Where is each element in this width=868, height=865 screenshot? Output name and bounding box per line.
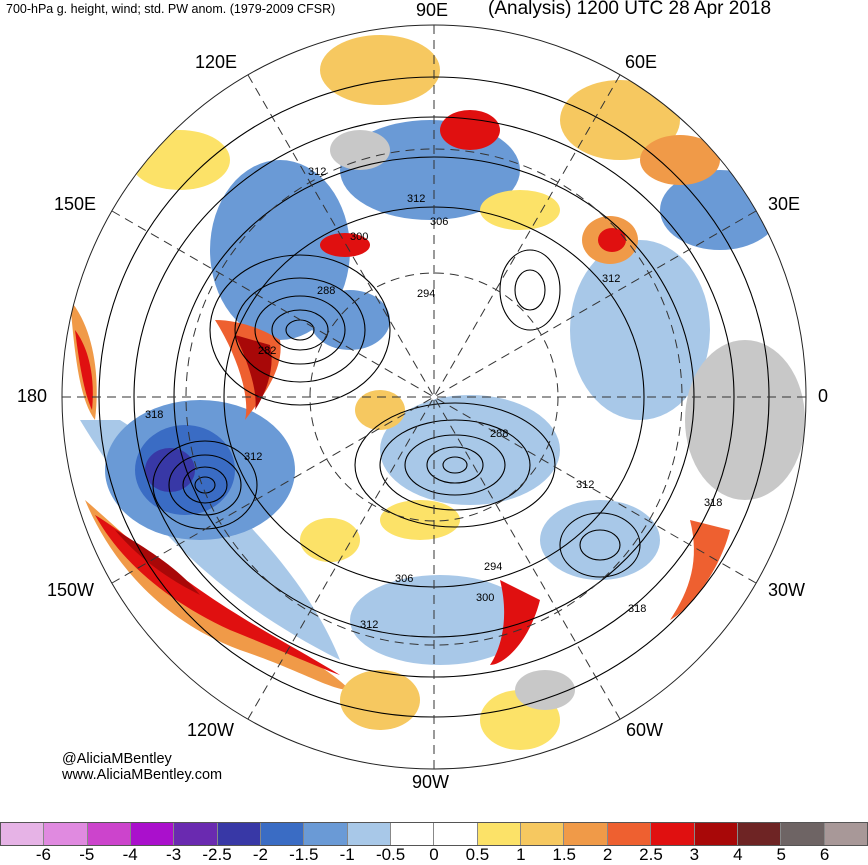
colorbar-tick-label: -2 bbox=[252, 845, 268, 864]
contour-label: 288 bbox=[490, 428, 508, 440]
colorbar-tick-label: 1 bbox=[516, 845, 526, 864]
colorbar-tick-label: 1.5 bbox=[552, 845, 577, 864]
lon-label-120e: 120E bbox=[195, 52, 238, 72]
colorbar-tick-label: -6 bbox=[35, 845, 51, 864]
colorbar-swatch bbox=[737, 823, 782, 845]
colorbar-swatch bbox=[87, 823, 132, 845]
lon-label-150e: 150E bbox=[54, 194, 97, 214]
contour-label: 288 bbox=[317, 285, 335, 297]
contour-label: 300 bbox=[476, 592, 494, 604]
colorbar-tick-label: 0.5 bbox=[465, 845, 490, 864]
colorbar-tick-label: -0.5 bbox=[375, 845, 406, 864]
colorbar-tick-label: 5 bbox=[776, 845, 786, 864]
contour-label: 312 bbox=[360, 619, 378, 631]
map-title: (Analysis) 1200 UTC 28 Apr 2018 bbox=[488, 0, 772, 19]
colorbar-swatch bbox=[131, 823, 175, 845]
colorbar-swatch bbox=[607, 823, 652, 845]
colorbar-swatch bbox=[434, 823, 478, 845]
lon-label-120w: 120W bbox=[187, 720, 235, 740]
contour-label: 318 bbox=[145, 409, 163, 421]
colorbar-swatch bbox=[824, 823, 867, 845]
colorbar-tick-label: -4 bbox=[122, 845, 138, 864]
colorbar-tick-label: -5 bbox=[79, 845, 95, 864]
graticule bbox=[61, 24, 807, 770]
contour-label: 306 bbox=[395, 573, 413, 585]
contour-label: 300 bbox=[350, 231, 368, 243]
colorbar-tick-label: 3 bbox=[689, 845, 700, 864]
credit-handle: @AliciaMBentley bbox=[62, 751, 172, 767]
lon-label-180: 180 bbox=[17, 386, 48, 406]
colorbar-swatch bbox=[304, 823, 348, 845]
map-subtitle: 700-hPa g. height, wind; std. PW anom. (… bbox=[6, 2, 336, 16]
colorbar-tick-label: 2 bbox=[602, 845, 613, 864]
colorbar-tick-label: 0 bbox=[429, 845, 439, 864]
contour-label: 306 bbox=[430, 216, 448, 228]
colorbar-swatch bbox=[781, 823, 825, 845]
contour-label: 312 bbox=[407, 193, 425, 205]
colorbar-tick-label: 6 bbox=[819, 845, 830, 864]
lon-label-60e: 60E bbox=[625, 52, 658, 72]
contour-label: 312 bbox=[308, 166, 326, 178]
pw-anomaly-field bbox=[70, 35, 805, 750]
contour-label: 282 bbox=[258, 345, 276, 357]
lon-label-90w: 90W bbox=[412, 772, 450, 792]
colorbar-swatch bbox=[391, 823, 435, 845]
colorbar-swatch bbox=[694, 823, 738, 845]
contour-label: 312 bbox=[602, 273, 620, 285]
colorbar-tick-label: -1.5 bbox=[289, 845, 319, 864]
colorbar-tick-label: -2.5 bbox=[202, 845, 232, 864]
colorbar-swatch bbox=[44, 823, 88, 845]
pw-anomaly-colorbar bbox=[0, 822, 868, 846]
colorbar-swatch bbox=[347, 823, 392, 845]
colorbar-swatch bbox=[477, 823, 522, 845]
colorbar-tick-label: -3 bbox=[166, 845, 182, 864]
contour-label: 294 bbox=[484, 561, 502, 573]
colorbar-tick-label: 4 bbox=[733, 845, 743, 864]
colorbar-swatch bbox=[174, 823, 218, 845]
lon-label-30w: 30W bbox=[768, 580, 806, 600]
contour-label: 312 bbox=[576, 479, 594, 491]
credit-website: www.AliciaMBentley.com bbox=[62, 767, 223, 783]
colorbar-swatch bbox=[651, 823, 695, 845]
lon-label-150w: 150W bbox=[47, 580, 95, 600]
colorbar-tick-label: 2.5 bbox=[639, 845, 663, 864]
lon-label-0: 0 bbox=[818, 386, 829, 406]
colorbar-swatch bbox=[217, 823, 262, 845]
colorbar-swatch bbox=[1, 823, 45, 845]
lon-label-60w: 60W bbox=[626, 720, 664, 740]
colorbar-swatch bbox=[521, 823, 565, 845]
colorbar-swatch bbox=[564, 823, 608, 845]
polar-stereographic-map: 312 312 306 300 288 294 312 282 318 312 … bbox=[61, 24, 807, 770]
lon-label-90e: 90E bbox=[416, 0, 449, 20]
colorbar-swatch bbox=[261, 823, 305, 845]
contour-label: 318 bbox=[704, 497, 722, 509]
colorbar-tick-label: -1 bbox=[339, 845, 355, 864]
lon-label-30e: 30E bbox=[768, 194, 801, 214]
contour-label: 294 bbox=[417, 288, 435, 300]
contour-label: 318 bbox=[628, 603, 646, 615]
contour-label: 312 bbox=[244, 451, 262, 463]
